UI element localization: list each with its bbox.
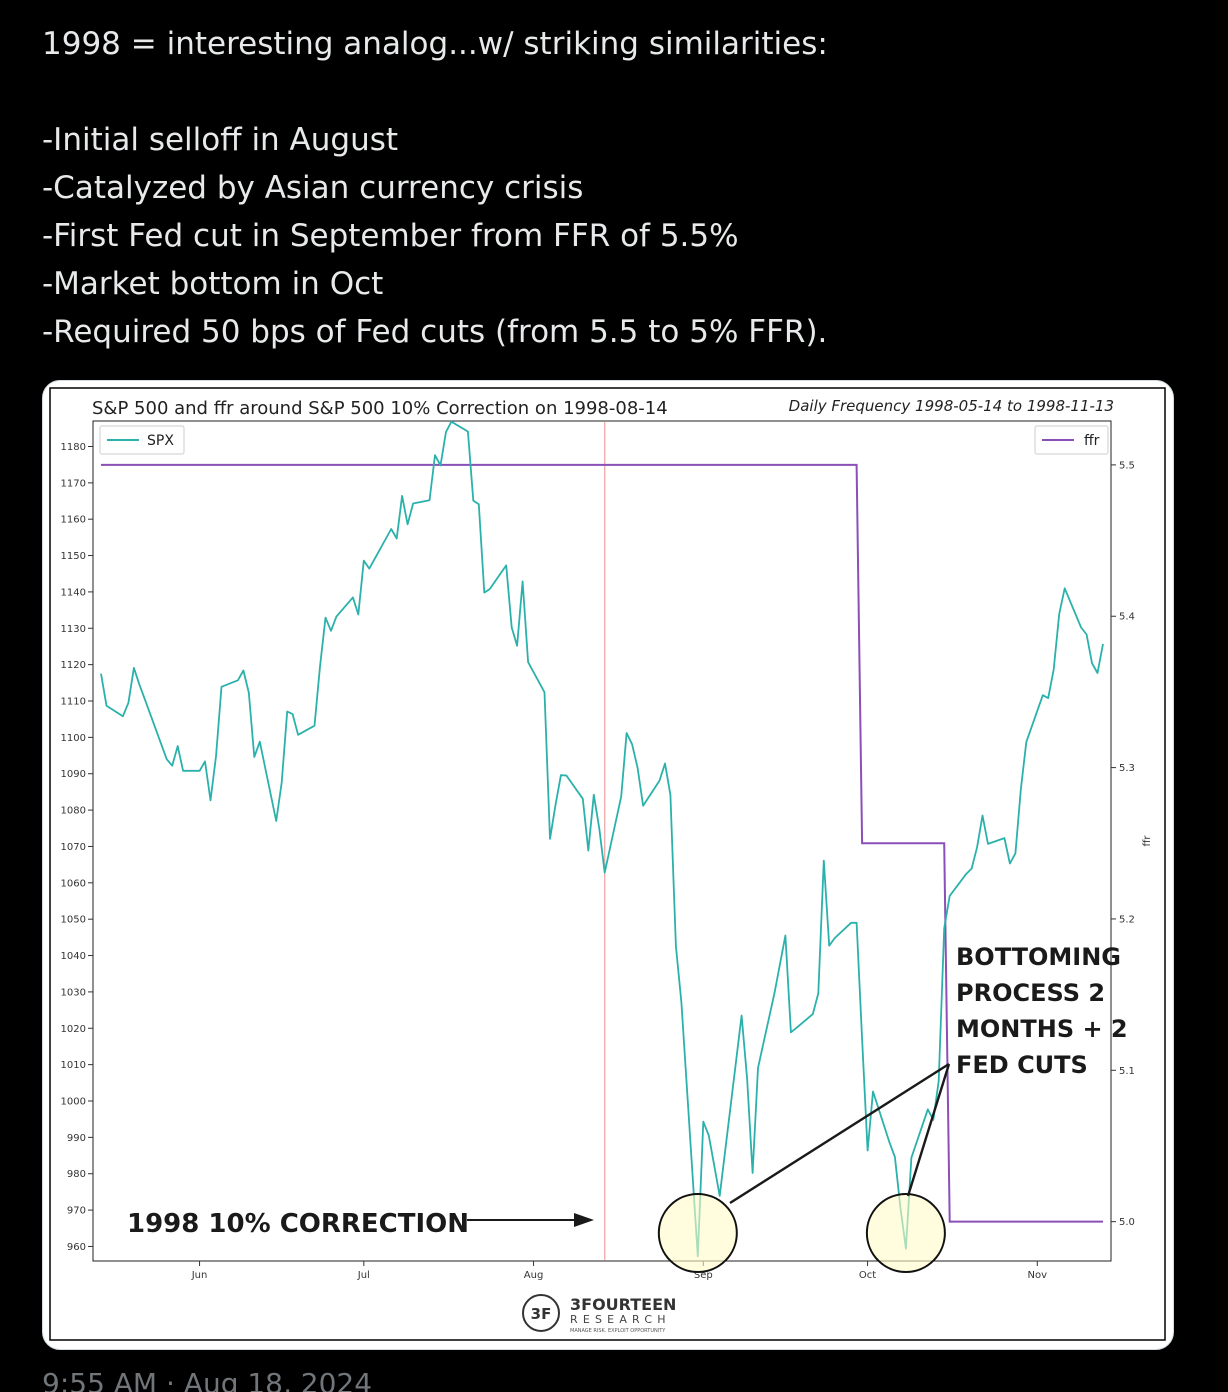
y-left-tick-label: 1100: [61, 733, 86, 744]
legend-spx: SPX: [99, 425, 185, 455]
y-left-tick-label: 1050: [61, 915, 86, 926]
y-left-tick-label: 1080: [61, 806, 86, 817]
y-left-tick-label: 970: [67, 1206, 86, 1217]
y-left-tick-label: 1160: [61, 515, 86, 526]
y-left-tick-label: 1010: [61, 1060, 86, 1071]
tweet-blank-line: [42, 68, 1192, 116]
tweet-line: -First Fed cut in September from FFR of …: [42, 218, 739, 254]
chart-image-card[interactable]: S&P 500 and ffr around S&P 500 10% Corre…: [42, 380, 1174, 1350]
bottom-highlight-circle: [865, 1193, 946, 1273]
plot-area: [92, 420, 1112, 1262]
chart-subtitle: Daily Frequency 1998-05-14 to 1998-11-13: [789, 397, 1114, 415]
tweet-line: 1998 = interesting analog...w/ striking …: [42, 26, 828, 62]
y-right-axis-label: ffr: [1142, 835, 1153, 847]
y-left-tick-label: 1120: [61, 660, 86, 671]
bottoming-pointer-line: [906, 1063, 951, 1197]
y-left-tick-label: 1130: [61, 624, 86, 635]
chart-title: S&P 500 and ffr around S&P 500 10% Corre…: [92, 398, 668, 419]
spx-series-line: [100, 420, 1104, 1258]
y-right-tick-label: 5.0: [1119, 1217, 1135, 1228]
ffr-series-line: [101, 463, 1103, 1223]
logo-tagline: MANAGE RISK. EXPLOIT OPPORTUNITY: [570, 1328, 666, 1334]
correction-arrow-head: [574, 1213, 594, 1227]
legend-spx-label: SPX: [147, 433, 174, 449]
y-right-tick-label: 5.2: [1119, 914, 1135, 925]
logo-mark: 3F: [531, 1305, 552, 1323]
bottoming-annotation-line: FED CUTS: [956, 1051, 1088, 1079]
bottoming-annotation-line: PROCESS 2: [956, 979, 1105, 1007]
x-tick-label: Aug: [524, 1270, 544, 1281]
bottoming-pointer-line: [729, 1062, 950, 1205]
y-left-tick-label: 1180: [61, 442, 86, 453]
y-left-tick-label: 1170: [61, 478, 86, 489]
tweet-line: -Required 50 bps of Fed cuts (from 5.5 t…: [42, 314, 828, 350]
x-tick-label: Sep: [694, 1270, 713, 1281]
x-tick-label: Oct: [859, 1270, 876, 1281]
tweet-line: -Market bottom in Oct: [42, 266, 384, 302]
y-left-tick-label: 1150: [61, 551, 86, 562]
correction-annotation: 1998 10% CORRECTION: [127, 1209, 469, 1239]
x-tick-label: Jun: [191, 1270, 208, 1281]
bottoming-annotation: BOTTOMING PROCESS 2 MONTHS + 2 FED CUTS: [956, 943, 1128, 1079]
y-left-tick-label: 990: [67, 1133, 86, 1144]
y-right-axis: 5.0 5.1 5.2 5.3 5.4 5.5: [1111, 460, 1135, 1228]
3fourteen-logo-mark-icon: [522, 1294, 560, 1332]
tweet-timestamp[interactable]: 9:55 AM · Aug 18, 2024: [42, 1372, 442, 1392]
chart-svg: S&P 500 and ffr around S&P 500 10% Corre…: [49, 387, 1166, 1341]
y-left-axis: 960 970 980 990 1000 1010 1020 1030 1040 1050 1060…: [61, 442, 93, 1253]
bottoming-annotation-line: BOTTOMING: [956, 943, 1121, 971]
legend-ffr: ffr: [1034, 425, 1109, 455]
y-left-tick-label: 1060: [61, 878, 86, 889]
x-tick-label: Jul: [357, 1270, 370, 1281]
tweet-line: -Catalyzed by Asian currency crisis: [42, 170, 584, 206]
y-left-tick-label: 1030: [61, 987, 86, 998]
y-left-tick-label: 1090: [61, 769, 86, 780]
y-left-tick-label: 960: [67, 1242, 86, 1253]
y-right-tick-label: 5.5: [1119, 460, 1135, 471]
legend-ffr-label: ffr: [1084, 433, 1100, 449]
logo-name: 3FOURTEEN: [570, 1295, 676, 1314]
legend-spx-box: [99, 425, 185, 455]
3fourteen-logo: 3F 3FOURTEEN RESEARCH MANAGE RISK. EXPLO…: [522, 1294, 676, 1334]
y-left-tick-label: 980: [67, 1169, 86, 1180]
y-right-tick-label: 5.1: [1119, 1066, 1135, 1077]
y-left-tick-label: 1110: [61, 697, 86, 708]
y-left-tick-label: 1140: [61, 587, 86, 598]
y-right-tick-label: 5.4: [1119, 612, 1135, 623]
y-left-tick-label: 1070: [61, 842, 86, 853]
logo-line2: RESEARCH: [570, 1313, 671, 1326]
x-tick-label: Nov: [1028, 1270, 1048, 1281]
tweet-text: 1998 = interesting analog...w/ striking …: [42, 20, 1192, 356]
figure-frame: [49, 387, 1166, 1341]
tweet-line: -Initial selloff in August: [42, 122, 399, 158]
y-left-tick-label: 1020: [61, 1024, 86, 1035]
y-right-tick-label: 5.3: [1119, 763, 1135, 774]
bottoming-annotation-line: MONTHS + 2: [956, 1015, 1128, 1043]
tweet-timestamp-text: 9:55 AM · Aug 18, 2024: [42, 1372, 373, 1392]
bottom-highlight-circle: [657, 1193, 738, 1273]
y-left-tick-label: 1000: [61, 1097, 86, 1108]
y-left-tick-label: 1040: [61, 951, 86, 962]
